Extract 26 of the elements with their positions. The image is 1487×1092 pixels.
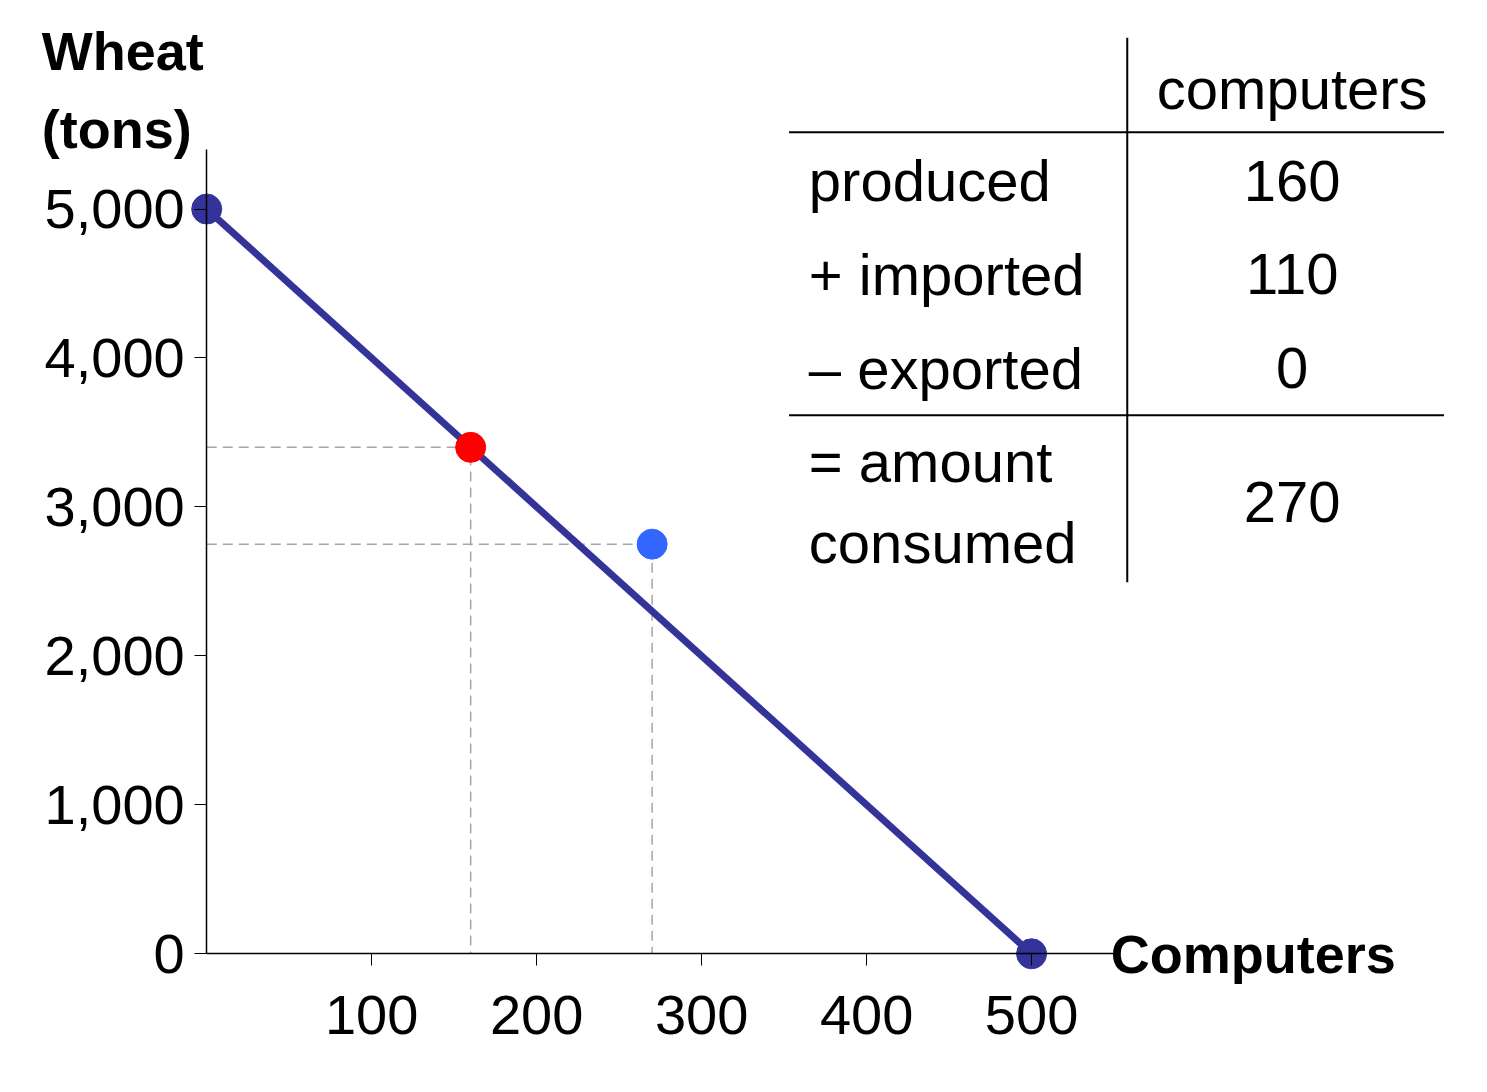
x-tick-label: 100 — [324, 982, 419, 1046]
text: 0 — [1276, 335, 1309, 401]
text: 110 — [1246, 241, 1339, 307]
text: 270 — [1243, 468, 1341, 534]
y-tick-label: 1,000 — [44, 772, 185, 836]
x-tick-label: 500 — [984, 982, 1079, 1046]
x-tick-label: 300 — [654, 982, 749, 1046]
x-tick-label: 400 — [819, 982, 914, 1046]
y-tick-label: 0 — [153, 921, 185, 985]
point — [191, 193, 223, 225]
x-axis-title: Computers — [1110, 923, 1396, 984]
annotation: – exported — [808, 335, 1083, 401]
x-tick-label: 200 — [489, 982, 584, 1046]
point — [636, 528, 668, 560]
point — [455, 431, 487, 463]
text: 160 — [1243, 147, 1341, 213]
annotation: produced — [808, 148, 1051, 214]
y-tick-label: 3,000 — [44, 474, 185, 538]
annotation: + imported — [808, 241, 1085, 307]
y-axis-title: Wheat (tons) — [41, 20, 204, 159]
y-tick-label: 5,000 — [44, 177, 185, 241]
y-tick-label: 2,000 — [44, 623, 185, 687]
point — [1016, 938, 1048, 970]
annotation: = amount consumed — [808, 428, 1077, 575]
y-tick-label: 4,000 — [44, 325, 185, 389]
text: computers — [1156, 55, 1428, 121]
